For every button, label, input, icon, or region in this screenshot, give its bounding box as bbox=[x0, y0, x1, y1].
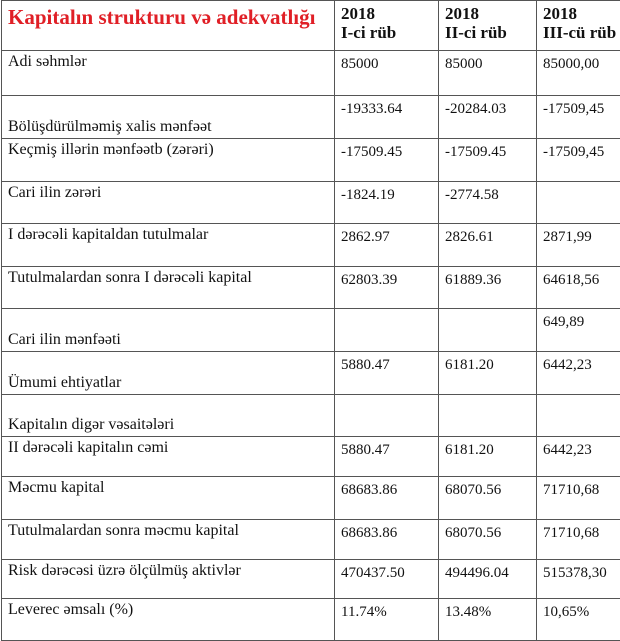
value-cell: 6181.20 bbox=[439, 437, 537, 477]
value-cell: 6181.20 bbox=[439, 352, 537, 395]
value-cell: 68070.56 bbox=[439, 477, 537, 520]
row-label: Keçmiş illərin mənfəətb (zərəri) bbox=[2, 139, 335, 182]
row-label: Məcmu kapital bbox=[2, 477, 335, 520]
value-cell: 515378,30 bbox=[537, 560, 620, 599]
value-cell: 13.48% bbox=[439, 599, 537, 641]
value-cell: 68070.56 bbox=[439, 520, 537, 560]
value-cell: 71710,68 bbox=[537, 477, 620, 520]
table-row: Kapitalın digər vəsaitələri bbox=[2, 395, 620, 437]
value-cell: 5880.47 bbox=[335, 437, 439, 477]
column-quarter: III-cü rüb bbox=[543, 23, 616, 42]
value-cell: 2871,99 bbox=[537, 224, 620, 267]
row-label: Leverec əmsalı (%) bbox=[2, 599, 335, 641]
table-row: Keçmiş illərin mənfəətb (zərəri)-17509.4… bbox=[2, 139, 620, 182]
value-cell bbox=[537, 182, 620, 224]
value-cell bbox=[439, 309, 537, 352]
value-cell bbox=[335, 309, 439, 352]
column-year: 2018 bbox=[341, 4, 375, 23]
row-label: Cari ilin zərəri bbox=[2, 182, 335, 224]
table-title: Kapitalın strukturu və adekvatlığı bbox=[2, 1, 335, 51]
value-cell: -17509.45 bbox=[335, 139, 439, 182]
row-label: Ümumi ehtiyatlar bbox=[2, 352, 335, 395]
value-cell: 85000,00 bbox=[537, 51, 620, 96]
value-cell: 71710,68 bbox=[537, 520, 620, 560]
value-cell: 2826.61 bbox=[439, 224, 537, 267]
table-row: Cari ilin zərəri-1824.19-2774.58 bbox=[2, 182, 620, 224]
value-cell: 85000 bbox=[335, 51, 439, 96]
value-cell: -2774.58 bbox=[439, 182, 537, 224]
row-label: Cari ilin mənfəəti bbox=[2, 309, 335, 352]
table-row: Cari ilin mənfəəti 649,89 bbox=[2, 309, 620, 352]
row-label: Kapitalın digər vəsaitələri bbox=[2, 395, 335, 437]
row-label: Tutulmalardan sonra məcmu kapital bbox=[2, 520, 335, 560]
value-cell: 2862.97 bbox=[335, 224, 439, 267]
table-row: Leverec əmsalı (%)11.74%13.48%10,65% bbox=[2, 599, 620, 641]
value-cell: 494496.04 bbox=[439, 560, 537, 599]
row-label: Risk dərəcəsi üzrə ölçülmüş aktivlər bbox=[2, 560, 335, 599]
value-cell: 85000 bbox=[439, 51, 537, 96]
value-cell: 10,65% bbox=[537, 599, 620, 641]
row-label: II dərəcəli kapitalın cəmi bbox=[2, 437, 335, 477]
value-cell: -17509.45 bbox=[439, 139, 537, 182]
value-cell: 68683.86 bbox=[335, 520, 439, 560]
value-cell: 6442,23 bbox=[537, 437, 620, 477]
value-cell: 649,89 bbox=[537, 309, 620, 352]
row-label: Tutulmalardan sonra I dərəcəli kapital bbox=[2, 267, 335, 309]
row-label: Bölüşdürülməmiş xalis mənfəət bbox=[2, 96, 335, 139]
value-cell: -1824.19 bbox=[335, 182, 439, 224]
column-year: 2018 bbox=[445, 4, 479, 23]
value-cell: 6442,23 bbox=[537, 352, 620, 395]
value-cell: -19333.64 bbox=[335, 96, 439, 139]
value-cell: -20284.03 bbox=[439, 96, 537, 139]
value-cell: 64618,56 bbox=[537, 267, 620, 309]
value-cell bbox=[537, 395, 620, 437]
value-cell bbox=[439, 395, 537, 437]
value-cell: 62803.39 bbox=[335, 267, 439, 309]
value-cell: 61889.36 bbox=[439, 267, 537, 309]
value-cell: 11.74% bbox=[335, 599, 439, 641]
value-cell: 68683.86 bbox=[335, 477, 439, 520]
value-cell bbox=[335, 395, 439, 437]
value-cell: -17509,45 bbox=[537, 139, 620, 182]
value-cell: -17509,45 bbox=[537, 96, 620, 139]
row-label: I dərəcəli kapitaldan tutulmalar bbox=[2, 224, 335, 267]
table-row: Bölüşdürülməmiş xalis mənfəət-19333.64-2… bbox=[2, 96, 620, 139]
column-quarter: I-ci rüb bbox=[341, 23, 396, 42]
column-year: 2018 bbox=[543, 4, 577, 23]
value-cell: 470437.50 bbox=[335, 560, 439, 599]
column-quarter: II-ci rüb bbox=[445, 23, 507, 42]
row-label: Adi səhmlər bbox=[2, 51, 335, 96]
value-cell: 5880.47 bbox=[335, 352, 439, 395]
